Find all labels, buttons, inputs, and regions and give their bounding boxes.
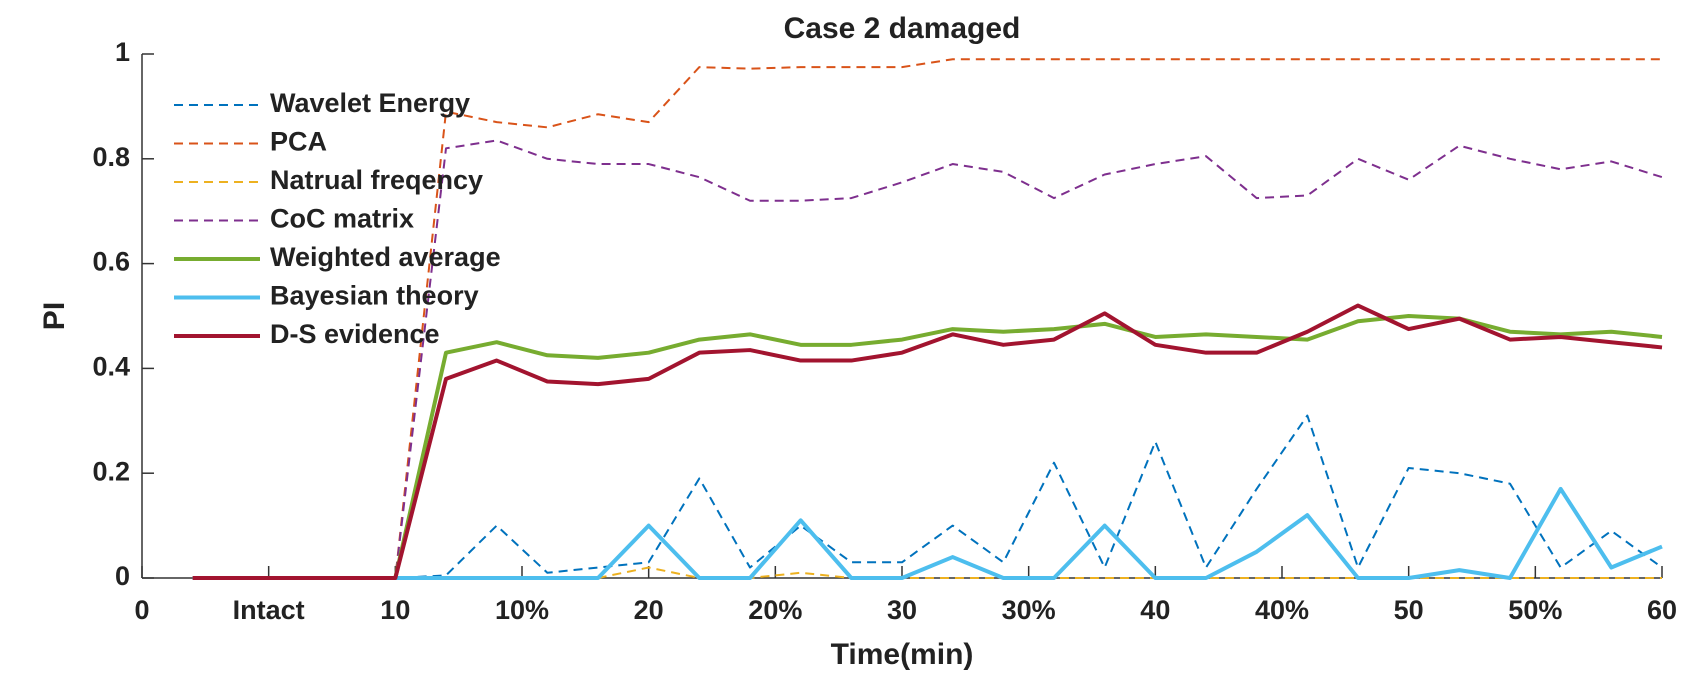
x-tick-label: 30% [1002,595,1056,625]
y-tick-label: 0.2 [92,456,130,486]
legend-label: Weighted average [270,242,501,272]
chart-title: Case 2 damaged [784,12,1021,45]
legend-label: Bayesian theory [270,281,479,311]
x-tick-label: 10 [380,595,410,625]
y-tick-label: 0.8 [92,142,130,172]
x-tick-label: 40 [1140,595,1170,625]
series-line [192,486,1663,580]
x-tick-label: 10% [495,595,549,625]
x-tick-label: 40% [1255,595,1309,625]
series-line [192,414,1663,579]
legend-label: PCA [270,127,327,157]
x-tick-label: 50 [1394,595,1424,625]
x-axis-label: Time(min) [831,638,974,671]
y-tick-label: 0 [115,561,130,591]
x-tick-label: 0 [134,595,149,625]
legend-label: Wavelet Energy [270,88,470,118]
x-tick-label: 20 [634,595,664,625]
x-tick-label: Intact [233,595,305,625]
x-tick-label: 50% [1508,595,1562,625]
x-tick-label: 20% [748,595,802,625]
y-tick-label: 0.4 [92,352,130,382]
series-line [192,139,1663,579]
series-line [192,314,1663,580]
x-tick-label: 30 [887,595,917,625]
series-line [192,58,1662,579]
y-axis-label: PI [38,302,71,330]
legend-label: D-S evidence [270,319,440,349]
series-line [192,303,1663,580]
legend-label: CoC matrix [270,204,414,234]
y-tick-label: 0.6 [92,247,130,277]
x-tick-label: 60 [1647,595,1677,625]
y-tick-label: 1 [115,37,130,67]
legend-label: Natrual freqency [270,165,483,195]
